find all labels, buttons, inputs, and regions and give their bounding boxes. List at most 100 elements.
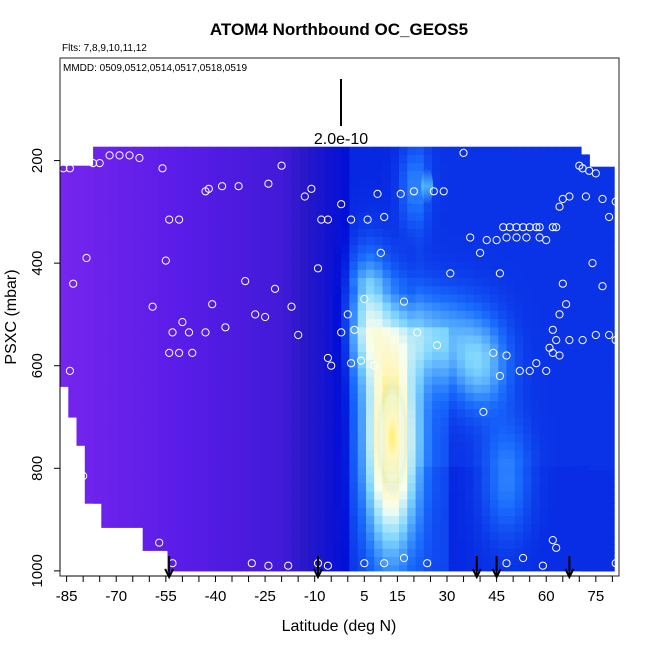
heatmap-cell — [539, 261, 549, 271]
heatmap-cell — [523, 557, 532, 566]
heatmap-cell — [589, 347, 599, 357]
heatmap-cell — [84, 411, 94, 421]
heatmap-cell — [184, 565, 193, 572]
heatmap-cell — [316, 409, 326, 419]
heatmap-cell — [432, 499, 441, 509]
heatmap-cell — [399, 335, 408, 345]
heatmap-cell — [324, 532, 334, 542]
heatmap-cell — [432, 294, 441, 304]
heatmap-cell — [192, 261, 202, 271]
heatmap-cell — [498, 401, 508, 410]
heatmap-cell — [142, 163, 152, 172]
heatmap-cell — [142, 286, 152, 295]
heatmap-cell — [465, 343, 475, 353]
heatmap-cell — [589, 257, 599, 266]
heatmap-cell — [308, 253, 317, 263]
heatmap-cell — [192, 417, 202, 427]
heatmap-cell — [473, 417, 483, 427]
heatmap-cell — [547, 187, 557, 197]
heatmap-cell — [564, 442, 574, 451]
heatmap-cell — [564, 253, 574, 263]
heatmap-cell — [498, 524, 508, 533]
heatmap-cell — [390, 146, 400, 156]
heatmap-cell — [208, 220, 218, 230]
chart-title: ATOM4 Northbound OC_GEOS5 — [210, 20, 468, 39]
heatmap-cell — [572, 335, 582, 345]
heatmap-cell — [473, 483, 483, 492]
heatmap-cell — [456, 327, 466, 337]
heatmap-cell — [117, 327, 127, 337]
heatmap-cell — [440, 499, 450, 509]
heatmap-cell — [514, 294, 524, 304]
heatmap-cell — [283, 384, 293, 394]
heatmap-cell — [101, 376, 111, 386]
heatmap-cell — [208, 269, 218, 279]
heatmap-cell — [506, 409, 516, 419]
heatmap-cell — [506, 475, 516, 484]
heatmap-cell — [547, 491, 557, 501]
heatmap-cell — [283, 507, 293, 517]
heatmap-cell — [589, 544, 599, 553]
heatmap-cell — [523, 204, 532, 213]
heatmap-cell — [374, 171, 384, 181]
heatmap-cell — [250, 261, 260, 271]
heatmap-cell — [109, 475, 119, 484]
heatmap-cell — [275, 458, 284, 468]
heatmap-cell — [531, 237, 541, 246]
heatmap-cell — [349, 261, 359, 271]
heatmap-cell — [84, 387, 94, 397]
heatmap-cell — [382, 220, 392, 230]
heatmap-cell — [291, 237, 301, 246]
heatmap-cell — [250, 532, 260, 542]
heatmap-cell — [217, 376, 226, 386]
heatmap-cell — [490, 425, 499, 435]
heatmap-cell — [440, 278, 450, 287]
heatmap-cell — [605, 396, 615, 406]
heatmap-cell — [142, 245, 152, 254]
heatmap-cell — [572, 319, 582, 328]
heatmap-cell — [200, 524, 210, 533]
observation-point — [178, 318, 187, 327]
heatmap-cell — [473, 343, 483, 353]
heatmap-cell — [151, 163, 160, 172]
heatmap-cell — [399, 540, 408, 550]
heatmap-cell — [151, 228, 160, 238]
heatmap-cell — [159, 409, 169, 419]
x-axis-ticks: -85 -70 -55 -40 -25 -10 5 15 30 45 60 75 — [56, 575, 613, 605]
heatmap-cell — [506, 237, 516, 246]
heatmap-cell — [101, 310, 111, 320]
observation-point — [380, 212, 389, 222]
heatmap-cell — [126, 253, 136, 263]
heatmap-cell — [357, 278, 367, 287]
heatmap-cell — [167, 425, 177, 435]
heatmap-cell — [192, 565, 202, 572]
heatmap-cell — [448, 565, 458, 572]
heatmap-cell — [68, 214, 78, 224]
heatmap-cell — [564, 368, 574, 378]
heatmap-cell — [514, 163, 524, 172]
heatmap-cell — [200, 401, 210, 410]
heatmap-cell — [167, 310, 177, 320]
heatmap-cell — [134, 212, 144, 222]
heatmap-cell — [308, 417, 317, 427]
heatmap-cell — [465, 392, 475, 402]
heatmap-cell — [134, 319, 144, 328]
heatmap-cell — [531, 196, 541, 205]
heatmap-cell — [208, 392, 218, 402]
heatmap-cell — [299, 442, 309, 451]
heatmap-cell — [184, 524, 193, 533]
heatmap-cell — [448, 360, 458, 369]
heatmap-cell — [390, 507, 400, 517]
heatmap-cell — [506, 360, 516, 369]
heatmap-cell — [68, 280, 78, 290]
heatmap-cell — [101, 278, 111, 287]
heatmap-cell — [299, 154, 309, 164]
heatmap-cell — [506, 245, 516, 254]
heatmap-cell — [473, 360, 483, 369]
observation-point — [565, 192, 574, 201]
heatmap-cell — [523, 433, 532, 443]
heatmap-cell — [159, 294, 169, 304]
heatmap-cell — [175, 507, 185, 517]
heatmap-cell — [407, 442, 417, 451]
heatmap-cell — [514, 425, 524, 435]
